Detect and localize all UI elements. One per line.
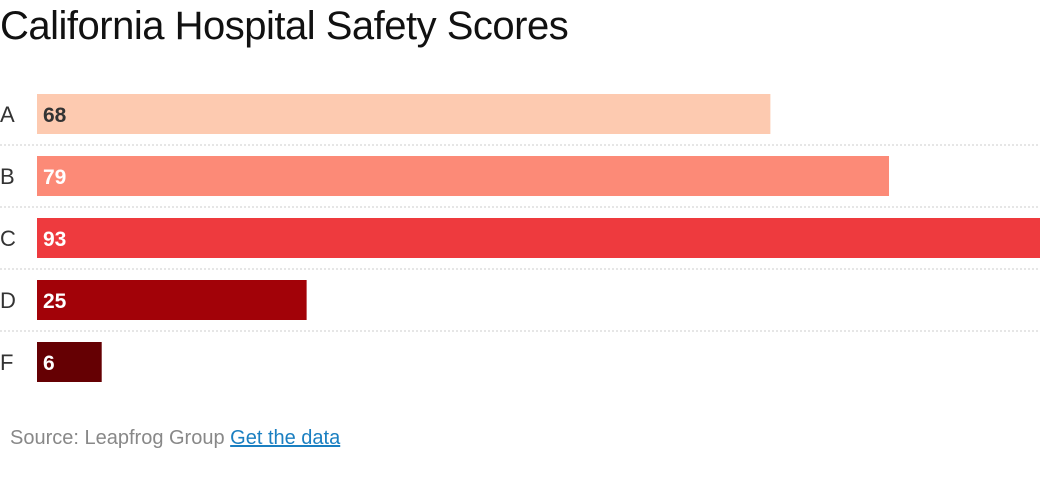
source-text: Source: Leapfrog Group xyxy=(10,427,225,449)
value-label: 25 xyxy=(43,290,67,313)
grade-label: B xyxy=(0,164,15,189)
grade-label: C xyxy=(0,226,16,251)
bar-row-a: A 68 xyxy=(0,94,1040,146)
grade-label: D xyxy=(0,288,16,313)
bar-f xyxy=(37,342,102,382)
bar-a xyxy=(37,94,771,134)
chart-title: California Hospital Safety Scores xyxy=(0,4,569,48)
bar-d xyxy=(37,280,307,320)
bar-row-b: B 79 xyxy=(0,156,1040,208)
bar-row-c: C 93 xyxy=(0,218,1040,270)
value-label: 79 xyxy=(43,166,66,189)
source-line: Source: Leapfrog Group Get the data xyxy=(10,427,340,450)
value-label: 93 xyxy=(43,228,66,251)
grade-label: A xyxy=(0,102,15,127)
get-the-data-link[interactable]: Get the data xyxy=(230,427,341,449)
grade-label: F xyxy=(0,350,13,375)
value-label: 68 xyxy=(43,104,67,127)
bar-row-d: D 25 xyxy=(0,280,1040,332)
bar-b xyxy=(37,156,890,196)
bar-chart: A 68B 79C 93D 25F 6 xyxy=(0,94,1040,382)
bar-c xyxy=(37,218,1040,258)
value-label: 6 xyxy=(43,352,55,375)
